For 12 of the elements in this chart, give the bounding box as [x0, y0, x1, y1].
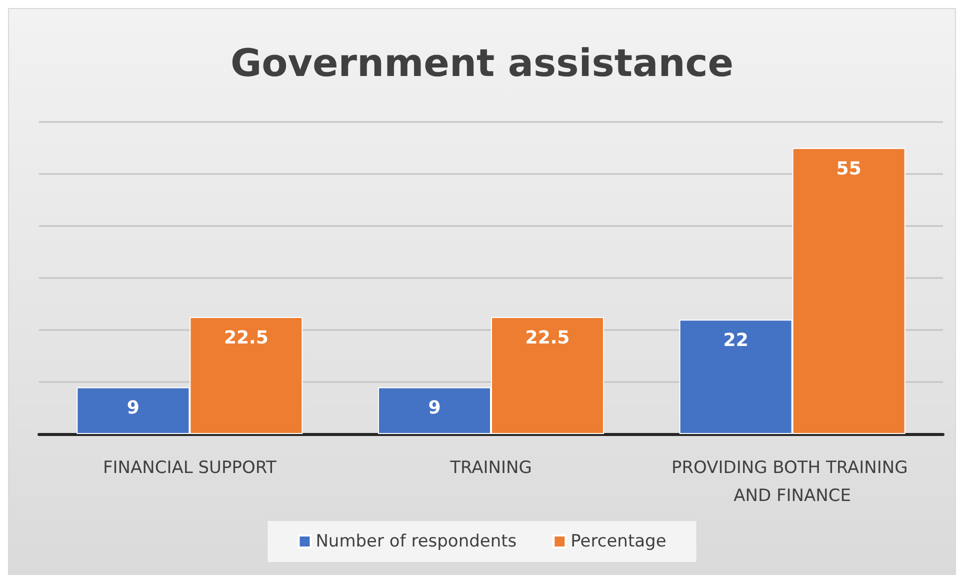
chart-title: Government assistance: [230, 41, 734, 85]
data-label: 22.5: [224, 328, 268, 348]
data-label: 55: [836, 158, 862, 180]
data-label: 22.5: [525, 328, 570, 348]
data-label: 9: [428, 398, 441, 419]
x-tick-label: FINANCIAL SUPPORT: [103, 458, 277, 478]
data-label: 9: [126, 398, 140, 419]
data-label: 22: [723, 330, 748, 352]
x-tick-label: TRAINING: [449, 458, 532, 478]
legend-label: Percentage: [570, 532, 666, 552]
legend-label: Number of respondents: [316, 532, 517, 552]
x-tick-label: PROVIDING BOTH TRAINING AND FINANCE: [671, 458, 914, 506]
